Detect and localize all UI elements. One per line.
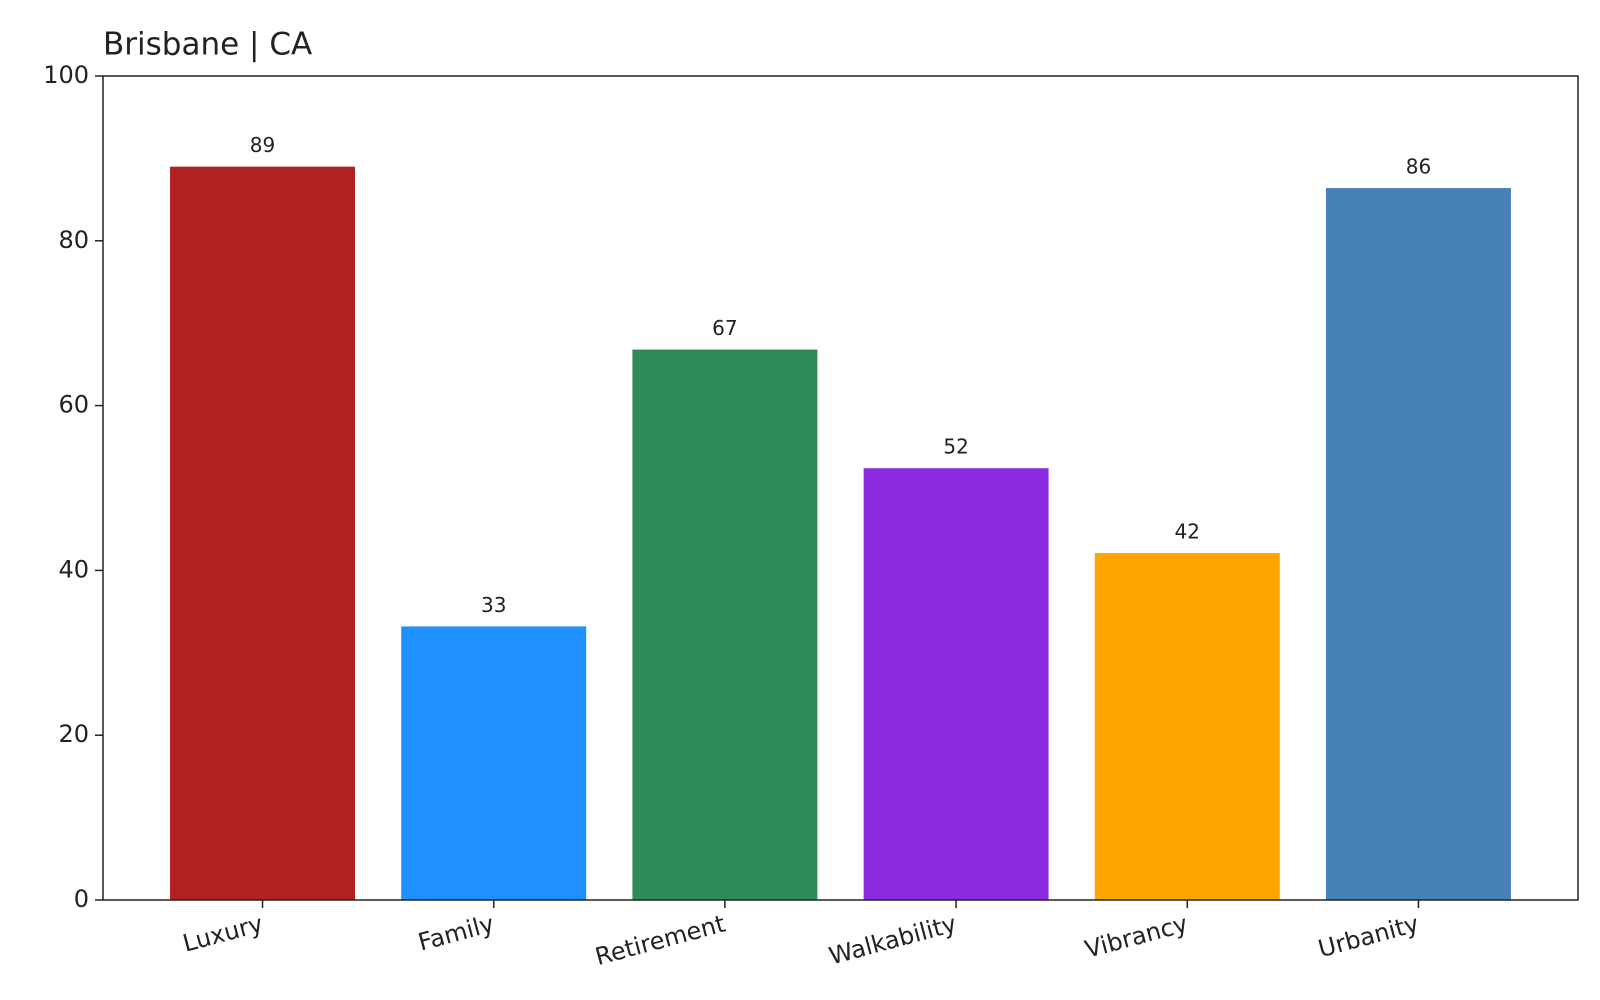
x-tick-label: Retirement [592,910,728,972]
x-tick-label: Walkability [826,910,959,971]
bar [632,349,818,900]
bar [863,468,1049,900]
bar [401,626,587,900]
value-label: 89 [250,133,275,157]
plot-frame [102,75,1579,901]
x-tick-label: Family [415,910,497,957]
x-tick-label: Luxury [180,910,266,958]
x-tick-label: Vibrancy [1082,910,1191,964]
y-tick-label: 100 [43,61,89,89]
bar [1094,553,1280,900]
y-tick-label: 0 [74,885,89,913]
value-label: 52 [943,435,968,459]
y-tick-label: 20 [58,720,89,748]
y-tick-label: 60 [58,391,89,419]
value-label: 33 [481,593,506,617]
value-label: 67 [712,316,737,340]
bar [1326,188,1511,901]
value-label: 42 [1175,520,1200,544]
y-tick-label: 40 [58,555,89,583]
chart-title: Brisbane | CA [103,27,312,63]
y-tick-label: 80 [58,226,89,254]
x-tick-label: Urbanity [1315,910,1422,964]
value-label: 86 [1406,155,1431,179]
bar [170,166,355,900]
